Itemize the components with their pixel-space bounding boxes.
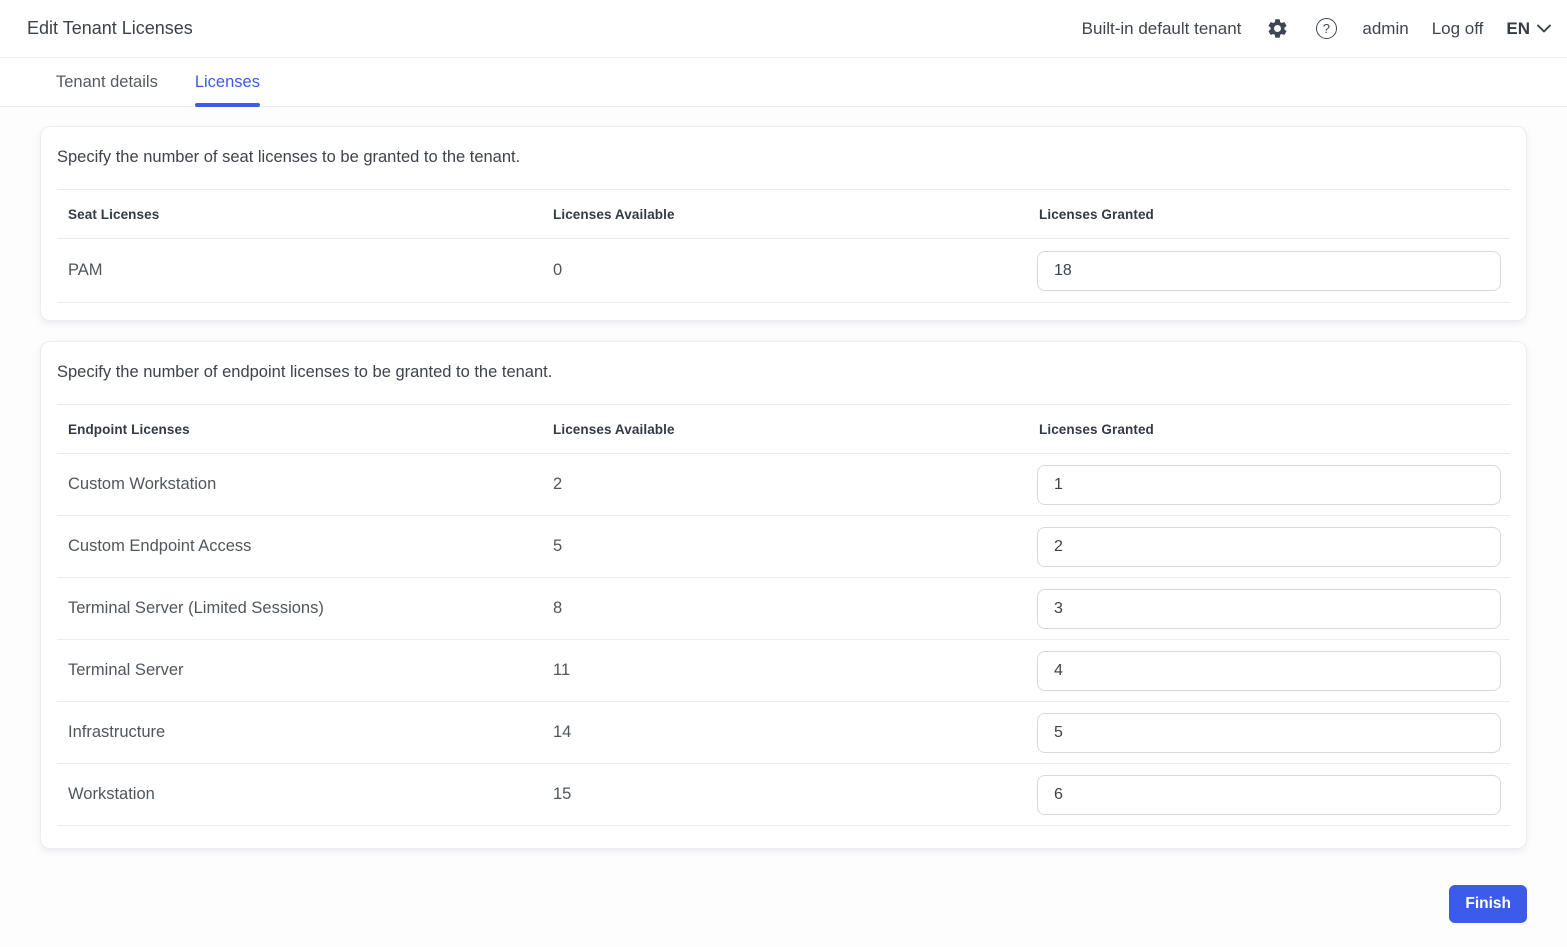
licenses-available-value: 14 (553, 723, 572, 741)
footer-actions: Finish (0, 869, 1567, 923)
licenses-granted-input[interactable] (1037, 250, 1501, 291)
top-bar-actions: Built-in default tenant ? admin Log off … (1082, 16, 1551, 42)
license-name: Workstation (68, 785, 155, 803)
endpoint-licenses-card: Specify the number of endpoint licenses … (40, 341, 1527, 849)
license-name: Terminal Server (68, 661, 184, 679)
licenses-available-value: 2 (553, 475, 563, 493)
settings-button[interactable] (1264, 16, 1290, 42)
card-bottom-spacer (57, 826, 1510, 848)
seat-table-header: Seat Licenses Licenses Available License… (57, 190, 1510, 239)
tab-licenses[interactable]: Licenses (194, 73, 261, 107)
seat-licenses-description: Specify the number of seat licenses to b… (57, 127, 1510, 190)
finish-button[interactable]: Finish (1449, 885, 1527, 923)
log-off-link[interactable]: Log off (1431, 18, 1484, 38)
endpoint-table-header: Endpoint Licenses Licenses Available Lic… (57, 405, 1510, 454)
licenses-granted-input[interactable] (1037, 464, 1501, 505)
table-row: PAM 0 (57, 239, 1510, 303)
endpoint-licenses-description: Specify the number of endpoint licenses … (57, 342, 1510, 405)
licenses-available-value: 0 (553, 261, 563, 279)
licenses-available-value: 15 (553, 785, 572, 803)
chevron-down-icon (1537, 24, 1551, 33)
license-name: Terminal Server (Limited Sessions) (68, 599, 324, 617)
license-name: Custom Endpoint Access (68, 537, 252, 555)
licenses-granted-input[interactable] (1037, 650, 1501, 691)
license-name: PAM (68, 261, 103, 279)
language-label: EN (1506, 18, 1530, 38)
table-row: Custom Endpoint Access 5 (57, 516, 1510, 578)
table-row: Terminal Server (Limited Sessions) 8 (57, 578, 1510, 640)
table-row: Custom Workstation 2 (57, 454, 1510, 516)
licenses-granted-input[interactable] (1037, 526, 1501, 567)
column-header-seat-licenses: Seat Licenses (68, 206, 160, 222)
gear-icon (1266, 17, 1289, 40)
tabs-bar: Tenant details Licenses (0, 58, 1567, 107)
help-button[interactable]: ? (1313, 16, 1339, 42)
language-selector[interactable]: EN (1506, 19, 1551, 39)
user-name-label: admin (1362, 18, 1409, 38)
licenses-granted-input[interactable] (1037, 774, 1501, 815)
column-header-licenses-granted: Licenses Granted (1039, 421, 1154, 437)
column-header-licenses-granted: Licenses Granted (1039, 206, 1154, 222)
main-content: Specify the number of seat licenses to b… (0, 107, 1567, 849)
column-header-endpoint-licenses: Endpoint Licenses (68, 421, 190, 437)
tenant-name-label: Built-in default tenant (1081, 18, 1242, 38)
page-title: Edit Tenant Licenses (27, 18, 193, 38)
licenses-granted-input[interactable] (1037, 712, 1501, 753)
column-header-licenses-available: Licenses Available (553, 421, 675, 437)
licenses-available-value: 8 (553, 599, 563, 617)
licenses-granted-input[interactable] (1037, 588, 1501, 629)
column-header-licenses-available: Licenses Available (553, 206, 675, 222)
seat-licenses-card: Specify the number of seat licenses to b… (40, 126, 1527, 321)
license-name: Custom Workstation (68, 475, 217, 493)
license-name: Infrastructure (68, 723, 166, 741)
card-bottom-spacer (57, 303, 1510, 320)
table-row: Infrastructure 14 (57, 702, 1510, 764)
tab-tenant-details[interactable]: Tenant details (56, 73, 158, 91)
help-icon: ? (1315, 18, 1337, 39)
table-row: Terminal Server 11 (57, 640, 1510, 702)
licenses-available-value: 5 (553, 537, 563, 555)
table-row: Workstation 15 (57, 764, 1510, 826)
licenses-available-value: 11 (553, 661, 571, 679)
top-bar: Edit Tenant Licenses Built-in default te… (0, 0, 1567, 58)
